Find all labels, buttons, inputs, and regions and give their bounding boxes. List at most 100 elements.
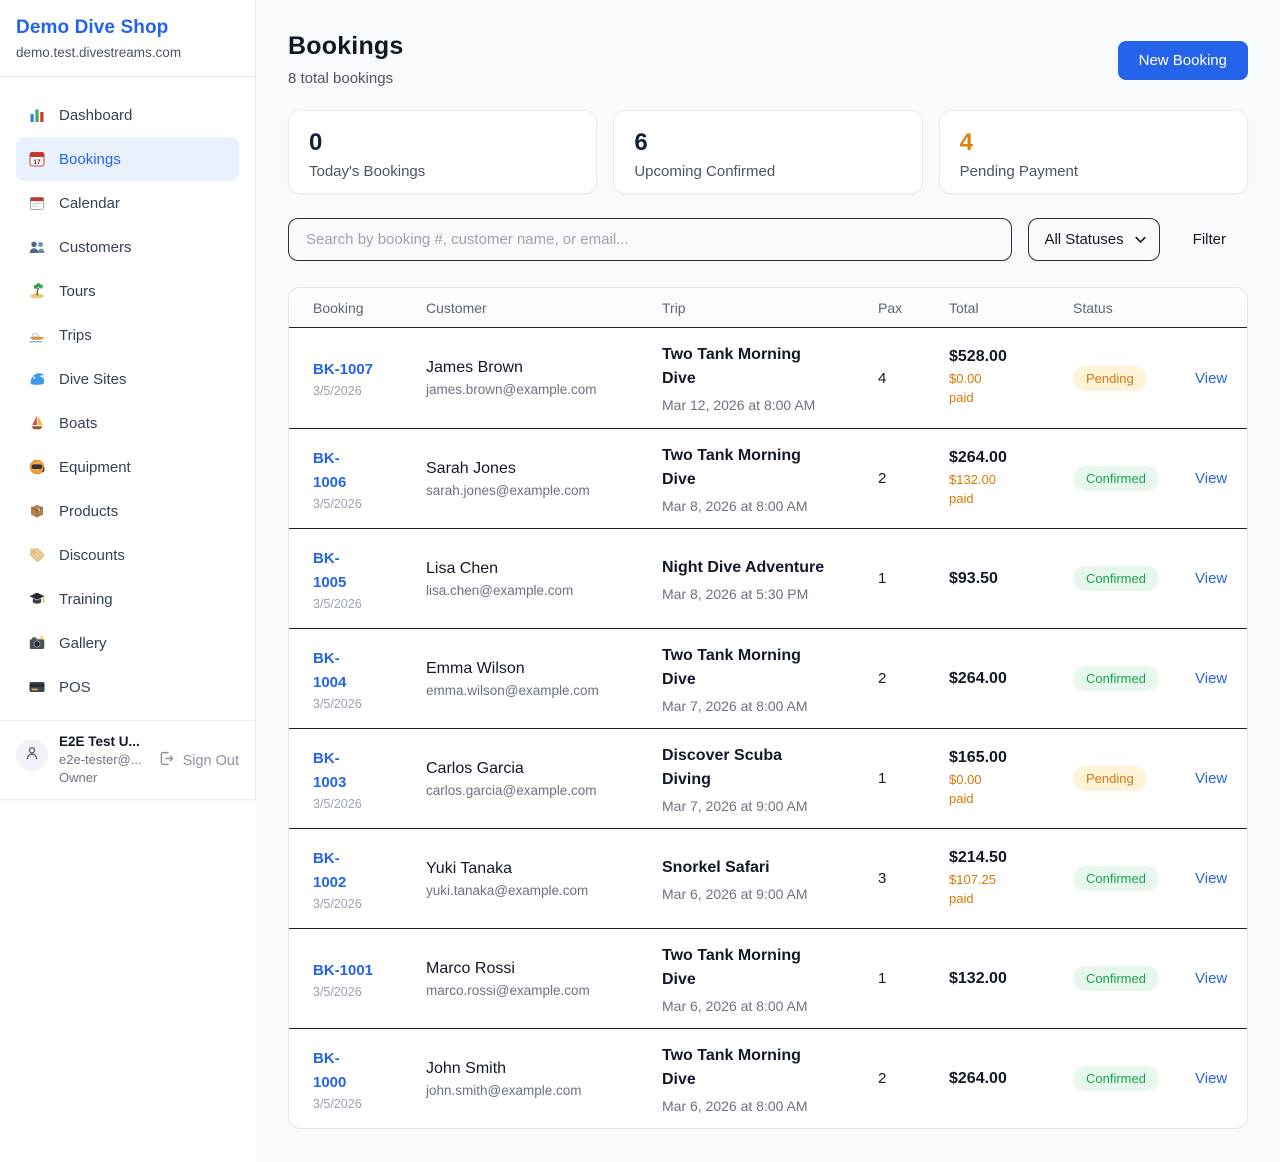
search-input[interactable] (288, 218, 1013, 261)
booking-cell: BK-1001 3/5/2026 (313, 959, 426, 999)
booking-id-link[interactable]: BK- 1004 (313, 649, 347, 691)
table-row: BK-1001 3/5/2026 Marco Rossi marco.rossi… (289, 928, 1247, 1028)
paid-amount: $0.00 paid (949, 371, 982, 405)
trip-name: Two Tank Morning Dive (662, 646, 801, 688)
booking-id-link[interactable]: BK- 1003 (313, 749, 347, 791)
customer-cell: Emma Wilson emma.wilson@example.com (426, 660, 662, 698)
sidebar-item-gallery[interactable]: Gallery (16, 621, 239, 665)
status-filter-select[interactable]: All Statuses (1028, 218, 1160, 261)
person-icon (23, 744, 41, 767)
sidebar-nav: Dashboard 17 Bookings Calendar Customers… (0, 77, 255, 709)
view-link[interactable]: View (1195, 770, 1228, 787)
customer-name: Emma Wilson (426, 659, 525, 677)
view-link[interactable]: View (1195, 369, 1228, 387)
calendar-icon (28, 194, 46, 212)
customer-cell: Sarah Jones sarah.jones@example.com (426, 460, 662, 498)
view-link[interactable]: View (1195, 970, 1228, 987)
total-amount: $93.50 (949, 569, 998, 587)
sidebar-item-dashboard[interactable]: Dashboard (16, 93, 239, 137)
view-link[interactable]: View (1195, 870, 1228, 887)
booking-id-link[interactable]: BK- 1000 (313, 1049, 347, 1091)
column-header-trip: Trip (662, 299, 686, 316)
pax-value: 2 (878, 670, 887, 687)
booking-cell: BK-1007 3/5/2026 (313, 358, 426, 398)
sidebar-item-label: Dashboard (59, 106, 133, 124)
user-email: e2e-tester@... (59, 752, 142, 767)
pax-value: 1 (878, 770, 887, 787)
customers-icon (28, 238, 46, 256)
trip-date: Mar 6, 2026 at 8:00 AM (662, 997, 808, 1014)
total-amount: $264.00 (949, 669, 1007, 687)
booking-id-link[interactable]: BK- 1002 (313, 849, 347, 891)
stat-value: 6 (634, 129, 648, 156)
sidebar-item-discounts[interactable]: Discounts (16, 533, 239, 577)
sidebar-item-training[interactable]: Training (16, 577, 239, 621)
sidebar-item-bookings[interactable]: 17 Bookings (16, 137, 239, 181)
sidebar-item-equipment[interactable]: Equipment (16, 445, 239, 489)
column-header-total: Total (949, 299, 979, 316)
credit-card-icon (28, 678, 46, 696)
column-header-status: Status (1073, 299, 1113, 316)
user-block: E2E Test U... e2e-tester@... Owner Sign … (0, 720, 255, 799)
package-icon (28, 502, 46, 520)
speedboat-icon (28, 326, 46, 344)
booking-id-link[interactable]: BK-1001 (313, 961, 374, 979)
view-link[interactable]: View (1195, 670, 1228, 687)
sidebar-item-products[interactable]: Products (16, 489, 239, 533)
customer-cell: Lisa Chen lisa.chen@example.com (426, 560, 662, 598)
table-row: BK- 1005 3/5/2026 Lisa Chen lisa.chen@ex… (289, 528, 1247, 628)
status-filter-value: All Statuses (1044, 231, 1124, 248)
sidebar-item-boats[interactable]: Boats (16, 401, 239, 445)
status-badge: Confirmed (1073, 666, 1159, 691)
view-link[interactable]: View (1195, 470, 1228, 487)
sign-out-button[interactable]: Sign Out (158, 750, 239, 771)
stat-label: Today's Bookings (309, 163, 426, 181)
status-badge: Confirmed (1073, 866, 1159, 891)
table-row: BK- 1006 3/5/2026 Sarah Jones sarah.jone… (289, 428, 1247, 528)
stat-value: 0 (309, 129, 323, 156)
customer-name: Lisa Chen (426, 559, 499, 577)
sidebar-item-trips[interactable]: Trips (16, 313, 239, 357)
sidebar-item-tours[interactable]: Tours (16, 269, 239, 313)
booking-cell: BK- 1000 3/5/2026 (313, 1047, 426, 1111)
tag-icon (28, 546, 46, 564)
table-body: BK-1007 3/5/2026 James Brown james.brown… (289, 328, 1247, 1128)
customer-cell: James Brown james.brown@example.com (426, 359, 662, 397)
customer-name: Sarah Jones (426, 459, 516, 477)
table-row: BK- 1000 3/5/2026 John Smith john.smith@… (289, 1028, 1247, 1128)
bookings-table: Booking Customer Trip Pax Total Status BK-100… (288, 287, 1248, 1129)
customer-email: carlos.garcia@example.com (426, 782, 597, 798)
booking-date: 3/5/2026 (313, 896, 362, 911)
booking-id-link[interactable]: BK-1007 (313, 361, 374, 378)
status-badge: Confirmed (1073, 966, 1159, 991)
camera-icon (28, 634, 46, 652)
customer-cell: John Smith john.smith@example.com (426, 1060, 662, 1098)
trip-name: Two Tank Morning Dive (662, 1046, 801, 1088)
sidebar-item-pos[interactable]: POS (16, 665, 239, 709)
view-link[interactable]: View (1195, 1070, 1228, 1087)
sidebar-item-dive-sites[interactable]: Dive Sites (16, 357, 239, 401)
customer-cell: Yuki Tanaka yuki.tanaka@example.com (426, 860, 662, 898)
pax-value: 4 (878, 369, 887, 387)
sidebar-item-label: Bookings (59, 150, 121, 168)
pax-value: 2 (878, 470, 887, 487)
sidebar-item-calendar[interactable]: Calendar (16, 181, 239, 225)
booking-id-link[interactable]: BK- 1005 (313, 549, 347, 591)
sidebar-item-label: Calendar (59, 194, 120, 212)
new-booking-button[interactable]: New Booking (1117, 41, 1248, 80)
total-amount: $264.00 (949, 448, 1007, 466)
sidebar-item-label: Boats (59, 414, 98, 432)
status-cell: Confirmed (1073, 1066, 1195, 1091)
stat-cards: 0 Today's Bookings 6 Upcoming Confirmed … (288, 110, 1248, 194)
customer-email: lisa.chen@example.com (426, 582, 574, 598)
booking-id-link[interactable]: BK- 1006 (313, 449, 347, 491)
trip-cell: Night Dive Adventure Mar 8, 2026 at 5:30… (662, 556, 878, 602)
view-link[interactable]: View (1195, 570, 1228, 587)
page-header-text: Bookings 8 total bookings (288, 32, 404, 87)
filter-button[interactable]: Filter (1176, 221, 1248, 258)
status-cell: Confirmed (1073, 566, 1195, 591)
sidebar-item-customers[interactable]: Customers (16, 225, 239, 269)
pax-value: 1 (878, 570, 887, 587)
booking-cell: BK- 1003 3/5/2026 (313, 747, 426, 811)
customer-cell: Marco Rossi marco.rossi@example.com (426, 960, 662, 998)
